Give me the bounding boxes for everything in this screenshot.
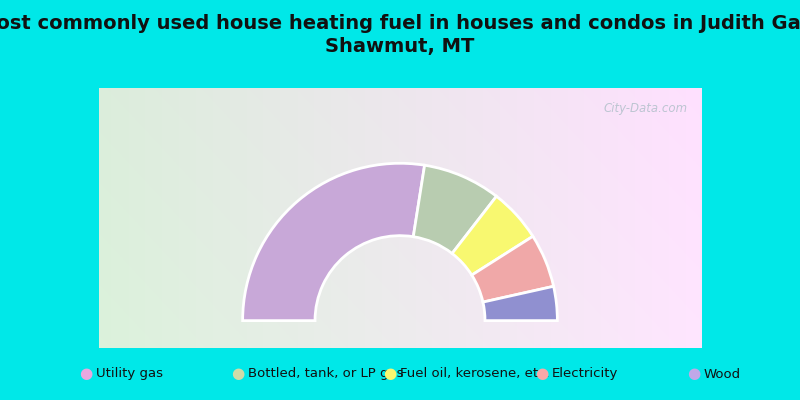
Wedge shape (414, 165, 497, 254)
Text: ●: ● (686, 366, 700, 382)
Text: Bottled, tank, or LP gas: Bottled, tank, or LP gas (248, 368, 403, 380)
Wedge shape (452, 196, 533, 275)
Text: City-Data.com: City-Data.com (603, 102, 687, 115)
Text: ●: ● (382, 366, 396, 382)
Text: ●: ● (78, 366, 92, 382)
Wedge shape (472, 236, 554, 302)
Text: Most commonly used house heating fuel in houses and condos in Judith Gap-: Most commonly used house heating fuel in… (0, 14, 800, 33)
Wedge shape (483, 286, 558, 321)
Wedge shape (242, 163, 425, 321)
Text: Shawmut, MT: Shawmut, MT (326, 37, 474, 56)
Text: Utility gas: Utility gas (96, 368, 163, 380)
Text: ●: ● (534, 366, 548, 382)
Text: Wood: Wood (704, 368, 741, 380)
Text: Electricity: Electricity (552, 368, 618, 380)
Text: Fuel oil, kerosene, etc.: Fuel oil, kerosene, etc. (400, 368, 550, 380)
Text: ●: ● (230, 366, 244, 382)
